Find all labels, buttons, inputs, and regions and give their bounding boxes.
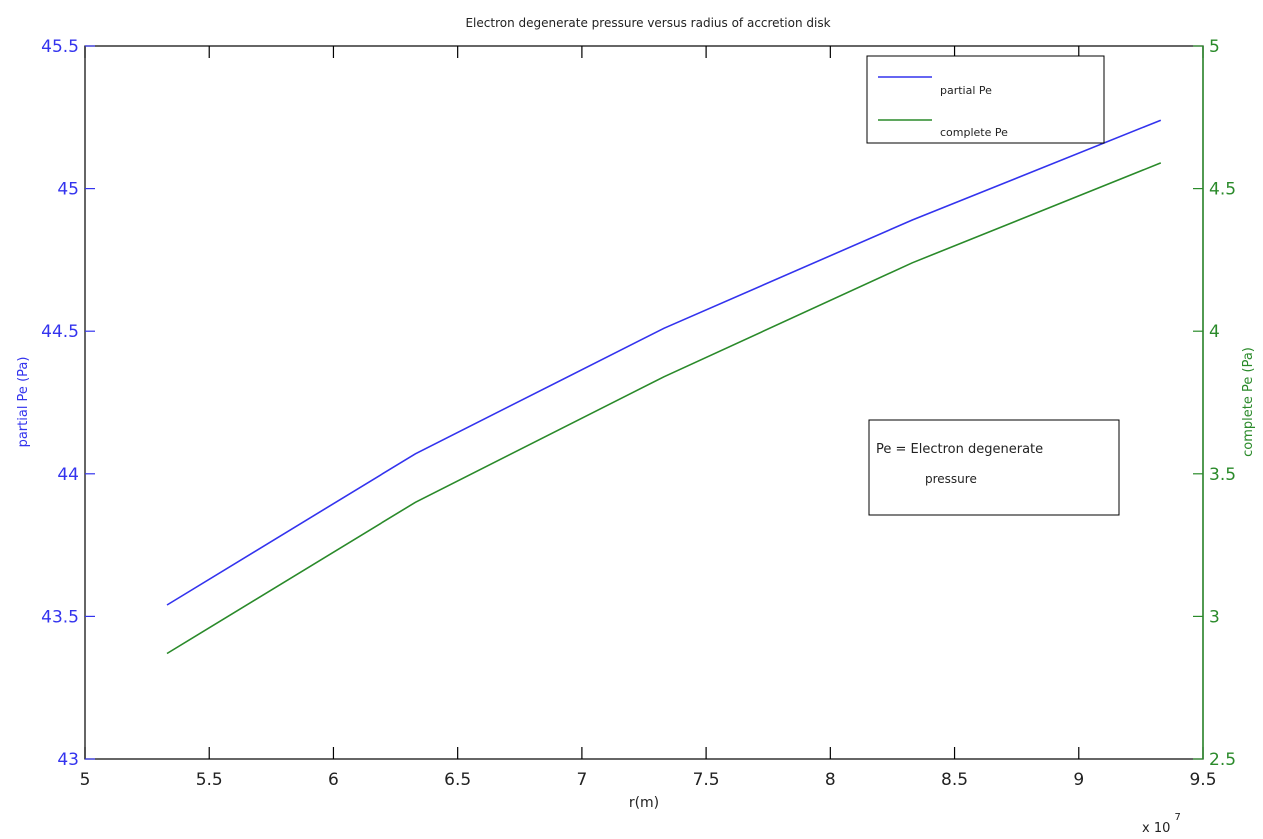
x-axis-label: r(m)	[629, 795, 659, 811]
annotation-box: Pe = Electron degenerate pressure	[868, 419, 1120, 516]
right-tick-label: 3	[1209, 607, 1220, 627]
right-tick-label: 5	[1209, 37, 1220, 57]
x-tick-label: 9	[1073, 770, 1084, 790]
x-tick-label: 6.5	[444, 770, 471, 790]
chart-title: Electron degenerate pressure versus radi…	[465, 16, 830, 30]
series-line-partial	[166, 119, 1162, 606]
legend-label-partial: partial Pe	[940, 84, 992, 97]
right-tick-label: 3.5	[1209, 465, 1236, 485]
left-tick-label: 43	[57, 750, 79, 770]
left-axis-ticks: 43 43.5 44 44.5 45 45.5	[41, 37, 95, 770]
left-axis-label: partial Pe (Pa)	[16, 357, 31, 448]
annotation-line-1: Pe = Electron degenerate	[876, 442, 1043, 457]
right-tick-label: 4	[1209, 322, 1220, 342]
x-tick-label: 5.5	[196, 770, 223, 790]
x-tick-label: 7.5	[693, 770, 720, 790]
right-axis-ticks: 2.5 3 3.5 4 4.5 5	[1193, 37, 1236, 770]
x-tick-label: 9.5	[1189, 770, 1216, 790]
legend-label-complete: complete Pe	[940, 126, 1008, 139]
x-tick-label: 5	[80, 770, 91, 790]
legend: partial Pe complete Pe	[866, 55, 1105, 144]
x-axis-ticks: 5 5.5 6 6.5 7 7.5 8 8.5 9 9.5	[80, 46, 1217, 790]
annotation-line-2: pressure	[925, 472, 977, 486]
x-tick-label: 8.5	[941, 770, 968, 790]
left-tick-label: 45	[57, 180, 79, 200]
x-multiplier-base: x 10	[1142, 821, 1170, 836]
left-tick-label: 45.5	[41, 37, 79, 57]
legend-box	[866, 55, 1105, 144]
annotation-frame	[868, 419, 1120, 516]
left-tick-label: 44	[57, 465, 79, 485]
left-tick-label: 43.5	[41, 607, 79, 627]
x-tick-label: 7	[576, 770, 587, 790]
series-line-complete	[166, 162, 1162, 655]
right-axis-label: complete Pe (Pa)	[1241, 347, 1256, 457]
x-tick-label: 8	[825, 770, 836, 790]
series-lines	[166, 119, 1162, 655]
x-tick-label: 6	[328, 770, 339, 790]
x-multiplier-exponent: 7	[1175, 812, 1181, 823]
plot-frame	[84, 45, 1204, 760]
right-tick-label: 4.5	[1209, 180, 1236, 200]
x-multiplier: x 10 7	[1142, 812, 1181, 836]
right-tick-label: 2.5	[1209, 750, 1236, 770]
left-tick-label: 44.5	[41, 322, 79, 342]
